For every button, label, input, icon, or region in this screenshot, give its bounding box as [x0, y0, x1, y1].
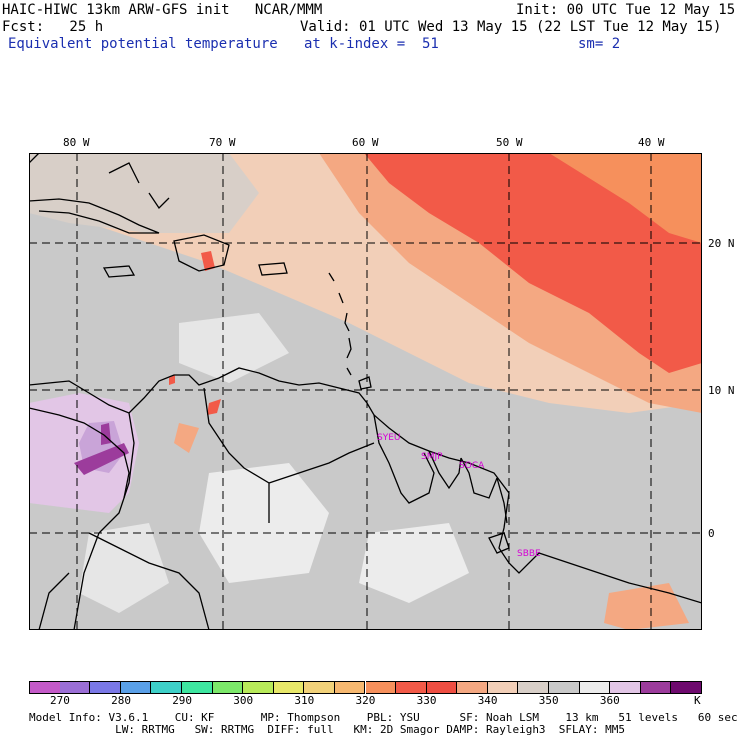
colorbar-swatch [59, 681, 91, 694]
colorbar-swatch [304, 681, 335, 694]
lon-label-50w: 50 W [496, 136, 523, 149]
lat-label-0: 0 [708, 527, 715, 540]
station-sbbe: SBBE [517, 549, 541, 559]
lat-label-10n: 10 N [708, 384, 735, 397]
colorbar-swatch [396, 681, 427, 694]
colorbar-tick-label: 310 [294, 694, 315, 707]
colorbar-swatch [90, 681, 121, 694]
colorbar-tick-label: 300 [233, 694, 254, 707]
colorbar-swatch [243, 681, 274, 694]
lon-label-40w: 40 W [638, 136, 665, 149]
colorbar-tick-label: 280 [111, 694, 131, 707]
colorbar-swatch [365, 681, 397, 694]
colorbar-swatch [426, 681, 458, 694]
colorbar-swatch [671, 681, 702, 694]
colorbar-swatch [579, 681, 611, 694]
colorbar-swatch [29, 681, 61, 694]
colorbar-swatch [120, 681, 152, 694]
colorbar-unit: K [694, 694, 701, 707]
colorbar-tick-label: 350 [538, 694, 559, 707]
colorbar-tick-label: 270 [50, 694, 70, 707]
model-info-line2: LW: RRTMG SW: RRTMG DIFF: full KM: 2D Sm… [29, 723, 626, 736]
lat-label-20n: 20 N [708, 237, 735, 250]
init-time: Init: 00 UTC Tue 12 May 15 [516, 2, 736, 18]
colorbar-swatch [457, 681, 488, 694]
station-syeu: SYEU [377, 433, 400, 443]
colorbar-swatch [640, 681, 672, 694]
colorbar-tick-label: 290 [172, 694, 193, 707]
station-soca: SOCA [459, 461, 485, 471]
colorbar-swatch [273, 681, 305, 694]
model-title: HAIC-HIWC 13km ARW-GFS init NCAR/MMM [2, 2, 323, 18]
lon-label-70w: 70 W [209, 136, 236, 149]
model-info-line1: Model Info: V3.6.1 CU: KF MP: Thompson P… [29, 711, 738, 724]
colorbar-swatch [487, 681, 519, 694]
colorbar-swatch [151, 681, 182, 694]
colorbar-swatch [518, 681, 550, 694]
colorbar-swatch [181, 681, 213, 694]
colorbar-tick-label: 320 [355, 694, 376, 707]
lon-label-60w: 60 W [352, 136, 379, 149]
colorbar-tick-label: 340 [477, 694, 498, 707]
colorbar-tick-label: 330 [416, 694, 437, 707]
theta-e-map: SYEU SMJP SOCA SBBE [29, 153, 702, 630]
colorbar-swatch [549, 681, 580, 694]
colorbar-swatch [212, 681, 244, 694]
colorbar-swatch [610, 681, 641, 694]
colorbar-swatch [334, 681, 366, 694]
lon-label-80w: 80 W [63, 136, 90, 149]
field-name: Equivalent potential temperature [8, 36, 278, 52]
smoothing-value: sm= 2 [578, 36, 621, 52]
valid-time: Valid: 01 UTC Wed 13 May 15 (22 LST Tue … [300, 19, 722, 35]
vertical-level: at k-index = 51 [304, 36, 439, 52]
station-smjp: SMJP [421, 452, 443, 462]
forecast-hour: Fcst: 25 h [2, 19, 104, 35]
colorbar-tick-label: 360 [599, 694, 620, 707]
